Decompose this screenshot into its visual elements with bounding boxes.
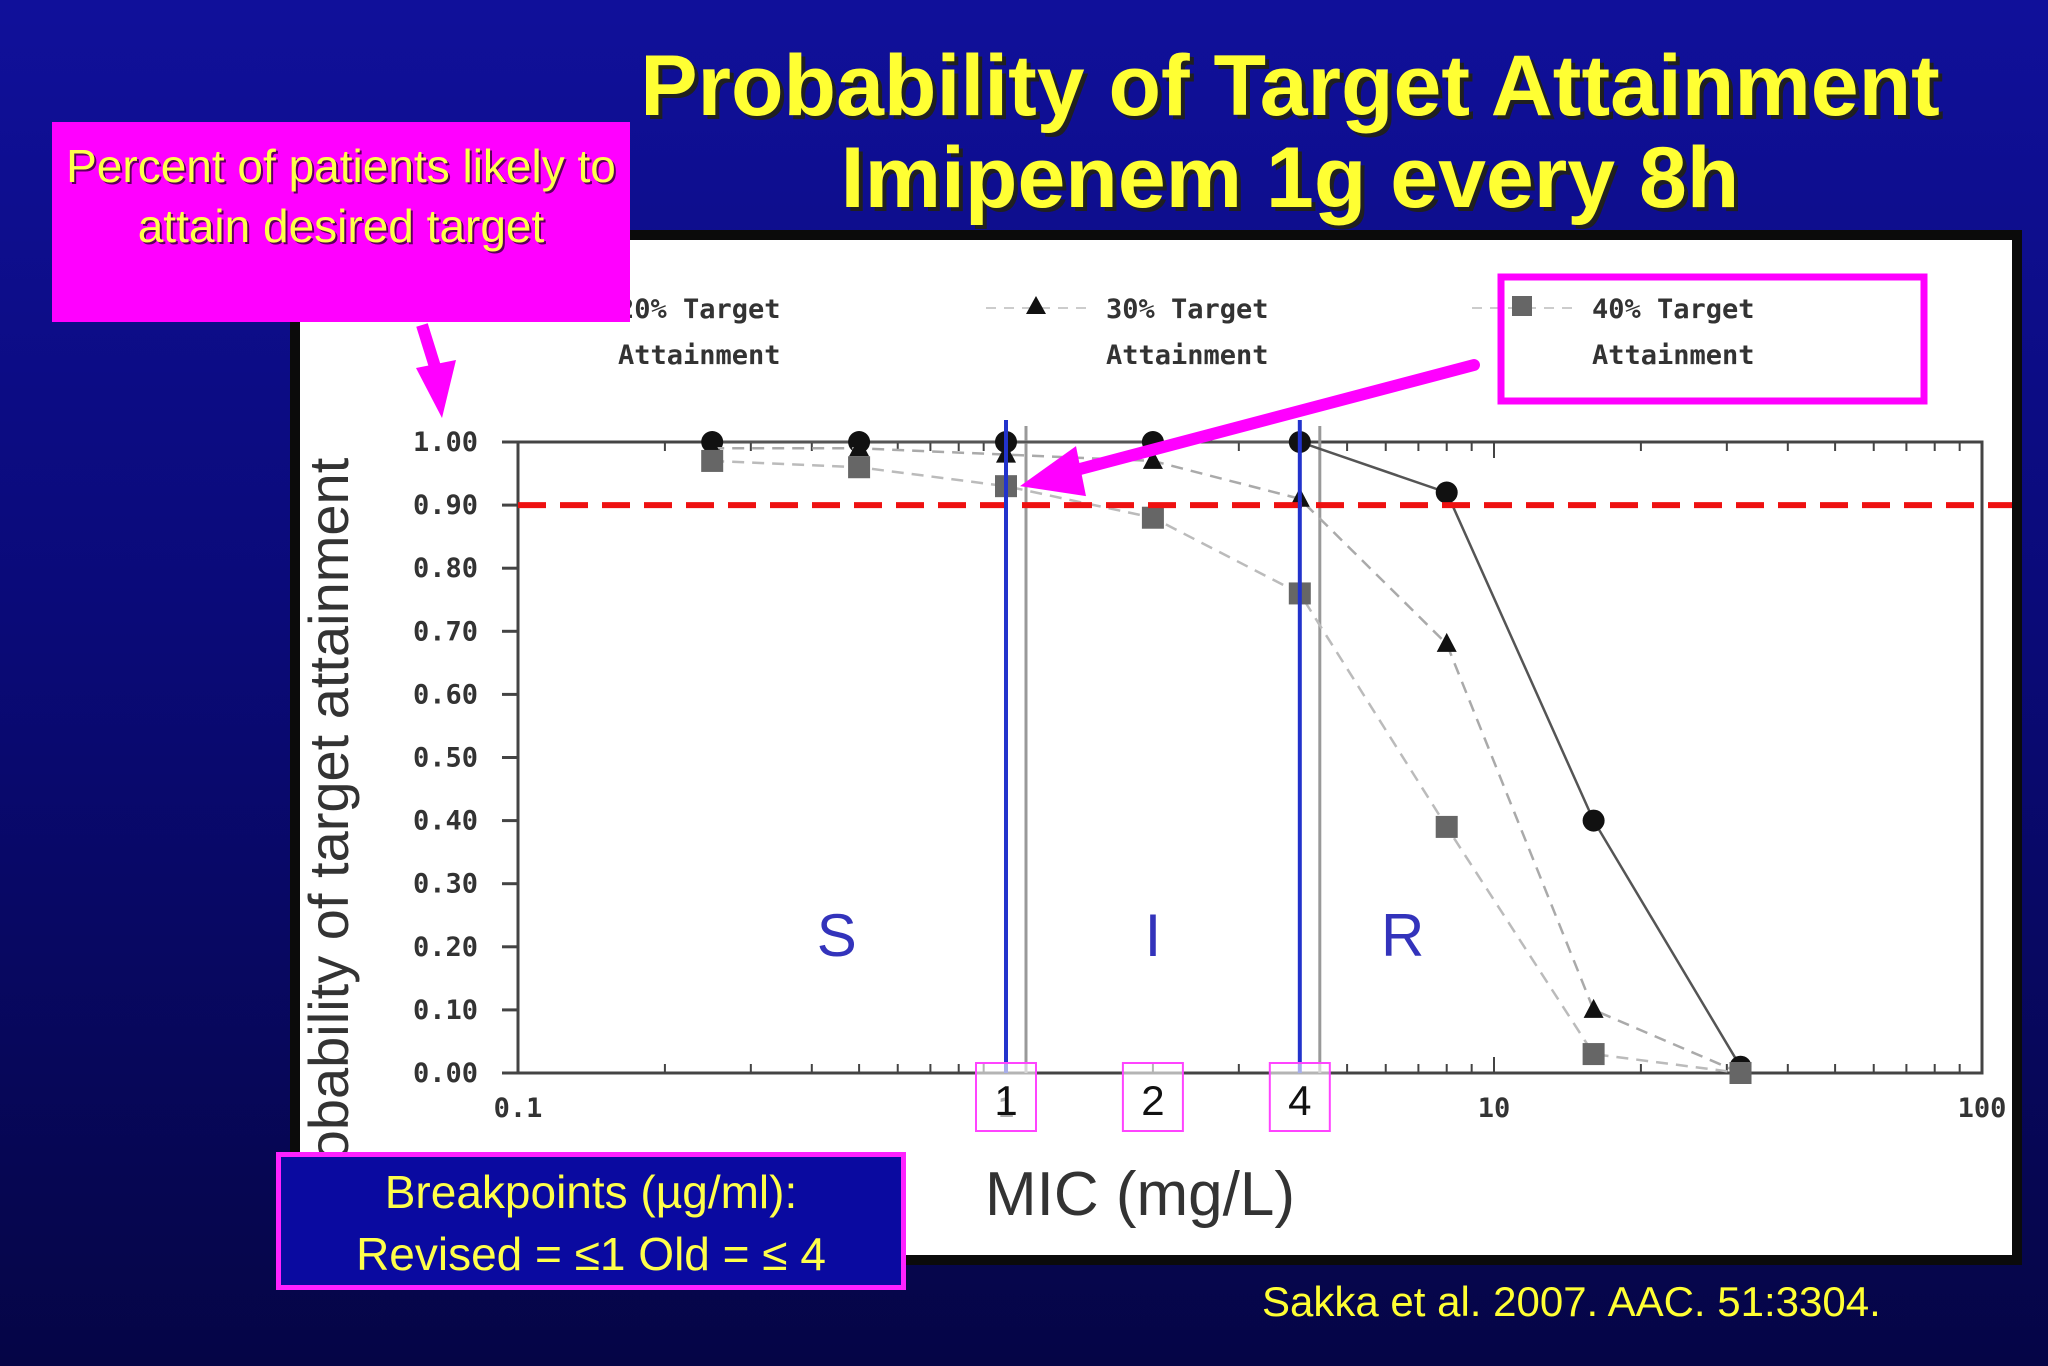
- series-1: [701, 431, 1752, 1078]
- legend-label-line-2: Attainment: [618, 340, 781, 371]
- series-line: [712, 459, 1741, 1075]
- breakpoint-label-box: [1268, 1062, 1331, 1132]
- legend-highlight-box: [1497, 273, 1928, 405]
- y-tick-label: 0.50: [413, 743, 478, 774]
- y-tick-label: 1.00: [413, 427, 478, 458]
- legend-label-line-1: 20% Target: [618, 294, 781, 325]
- pointer-arrow-head: [1020, 446, 1086, 497]
- y-tick-label: 0.70: [413, 616, 478, 647]
- y-tick-label: 0.20: [413, 932, 478, 963]
- data-point-triangle: [849, 437, 870, 457]
- callout-arrow-shaft: [416, 323, 442, 372]
- legend-marker: [1026, 296, 1046, 314]
- x-tick-label: 0.1: [494, 1093, 543, 1124]
- callout-text: Percent of patients likely to attain des…: [66, 140, 616, 252]
- data-point-square: [1141, 506, 1164, 529]
- breakpoint-label-box: [1121, 1062, 1184, 1132]
- breakpoint-label: 2: [1141, 1077, 1164, 1124]
- y-tick-label: 0.90: [413, 490, 478, 521]
- pointer-arrow-shaft: [1062, 359, 1480, 479]
- chart-panel: 0.00 0.10 0.20 0.30 0.40 0.50 0.60 0.70 0.80 0.90…: [290, 230, 2022, 1265]
- legend-item-1: 20% Target Attainment: [498, 294, 781, 371]
- legend-label-line-2: Attainment: [1592, 340, 1755, 371]
- data-point-square: [848, 456, 871, 479]
- title-line-2: Imipenem 1g every 8h: [840, 130, 1740, 226]
- legend-marker: [1512, 296, 1532, 316]
- breakpoints-line-2: Revised = ≤1 Old = ≤ 4: [356, 1228, 826, 1280]
- title-line-1: Probability of Target Attainment: [640, 38, 1940, 134]
- x-axis-label: MIC (mg/L): [985, 1160, 1295, 1229]
- breakpoint-label: 4: [1288, 1077, 1311, 1124]
- callout-arrow-head: [416, 360, 456, 418]
- citation: Sakka et al. 2007. AAC. 51:3304.: [1262, 1278, 1881, 1325]
- y-tick-label: 0.40: [413, 806, 478, 837]
- zone-label-i: I: [1145, 902, 1162, 969]
- zone-label-r: R: [1381, 902, 1424, 969]
- data-point-triangle: [1436, 632, 1457, 652]
- series-3: [701, 449, 1752, 1084]
- target-attainment-chart: 0.00 0.10 0.20 0.30 0.40 0.50 0.60 0.70 0.80 0.90…: [300, 273, 2012, 1229]
- plot-frame: [516, 440, 1984, 1075]
- legend-label-line-2: Attainment: [1106, 340, 1269, 371]
- series-line: [712, 440, 1742, 1068]
- series-line: [712, 447, 1742, 1075]
- breakpoints-line-1: Breakpoints (µg/ml):: [384, 1166, 798, 1218]
- zone-label-s: S: [817, 902, 857, 969]
- data-point-square: [1435, 815, 1458, 838]
- data-point-circle: [1582, 809, 1605, 832]
- data-point-triangle: [1583, 998, 1604, 1018]
- y-tick-label: 0.10: [413, 995, 478, 1026]
- x-tick-label: 10: [1478, 1093, 1511, 1124]
- callout-box: Percent of patients likely to attain des…: [52, 122, 630, 322]
- y-tick-label: 0.00: [413, 1058, 478, 1089]
- y-tick-label: 0.60: [413, 679, 478, 710]
- data-point-square: [1729, 1062, 1752, 1084]
- y-tick-label: 0.30: [413, 869, 478, 900]
- y-axis-label: Probability of target attainment: [300, 457, 360, 1217]
- y-tick-label: 0.80: [413, 553, 478, 584]
- legend-item-3: 40% Target Attainment: [1472, 294, 1755, 371]
- breakpoints-box: Breakpoints (µg/ml): Revised = ≤1 Old = …: [276, 1152, 906, 1290]
- legend-label-line-1: 30% Target: [1106, 294, 1269, 325]
- data-point-circle: [1435, 481, 1458, 504]
- legend-item-2: 30% Target Attainment: [986, 294, 1269, 371]
- legend-label-line-1: 40% Target: [1592, 294, 1755, 325]
- data-point-square: [1582, 1043, 1605, 1066]
- data-point-square: [701, 449, 724, 472]
- breakpoint-label-box: [975, 1062, 1037, 1132]
- series-2: [702, 437, 1751, 1081]
- x-tick-label: 100: [1958, 1093, 2007, 1124]
- breakpoint-label: 1: [994, 1077, 1017, 1124]
- slide-title: Probability of Target Attainment Imipene…: [560, 40, 2020, 224]
- data-point-triangle: [1142, 449, 1163, 469]
